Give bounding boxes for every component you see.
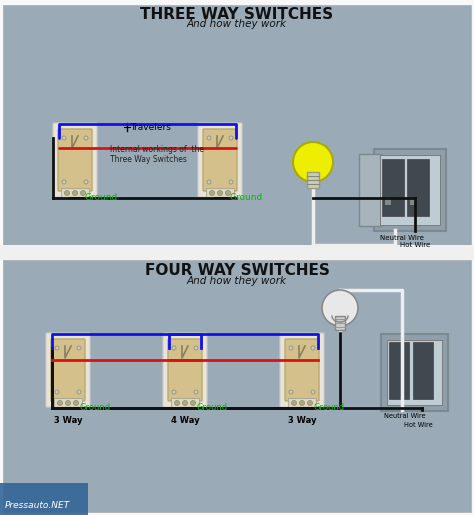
Circle shape xyxy=(311,346,315,350)
FancyBboxPatch shape xyxy=(54,398,82,408)
Text: Internal workings of  the
Three Way Switches: Internal workings of the Three Way Switc… xyxy=(110,145,204,164)
Circle shape xyxy=(172,390,176,394)
Circle shape xyxy=(62,136,66,140)
Circle shape xyxy=(57,401,63,405)
FancyBboxPatch shape xyxy=(51,339,85,401)
Text: And how they work: And how they work xyxy=(187,19,287,29)
FancyBboxPatch shape xyxy=(163,333,207,407)
Circle shape xyxy=(73,401,79,405)
FancyBboxPatch shape xyxy=(3,260,471,512)
Circle shape xyxy=(182,401,188,405)
Text: Ground: Ground xyxy=(314,403,345,413)
Text: FOUR WAY SWITCHES: FOUR WAY SWITCHES xyxy=(145,263,329,278)
FancyBboxPatch shape xyxy=(285,339,319,401)
Circle shape xyxy=(55,390,59,394)
Circle shape xyxy=(84,180,88,184)
FancyBboxPatch shape xyxy=(171,398,199,408)
Text: Ground: Ground xyxy=(85,194,118,202)
FancyBboxPatch shape xyxy=(288,398,316,408)
Circle shape xyxy=(308,401,312,405)
Circle shape xyxy=(81,191,85,196)
FancyBboxPatch shape xyxy=(203,129,237,191)
Circle shape xyxy=(84,136,88,140)
Circle shape xyxy=(194,346,198,350)
Text: Ground: Ground xyxy=(230,194,263,202)
Circle shape xyxy=(322,290,358,326)
Circle shape xyxy=(293,142,333,182)
FancyBboxPatch shape xyxy=(374,149,446,231)
FancyBboxPatch shape xyxy=(407,159,429,216)
Text: Hot Wire: Hot Wire xyxy=(400,242,430,248)
FancyBboxPatch shape xyxy=(359,154,381,226)
Circle shape xyxy=(194,390,198,394)
FancyBboxPatch shape xyxy=(382,159,404,216)
FancyBboxPatch shape xyxy=(381,334,448,411)
Circle shape xyxy=(210,191,215,196)
Circle shape xyxy=(77,390,81,394)
Text: Travelers: Travelers xyxy=(130,123,171,131)
Circle shape xyxy=(292,401,297,405)
FancyBboxPatch shape xyxy=(3,5,471,248)
FancyBboxPatch shape xyxy=(280,333,324,407)
FancyBboxPatch shape xyxy=(413,342,433,399)
Circle shape xyxy=(55,346,59,350)
Circle shape xyxy=(172,346,176,350)
Text: Neutral Wire: Neutral Wire xyxy=(380,235,424,241)
FancyBboxPatch shape xyxy=(46,333,90,407)
Circle shape xyxy=(229,180,233,184)
Text: 3 Way: 3 Way xyxy=(288,416,316,425)
Text: And how they work: And how they work xyxy=(187,276,287,286)
Bar xyxy=(0,245,474,260)
FancyBboxPatch shape xyxy=(53,123,97,197)
Circle shape xyxy=(311,390,315,394)
Circle shape xyxy=(73,191,78,196)
Circle shape xyxy=(229,136,233,140)
Circle shape xyxy=(64,191,70,196)
Circle shape xyxy=(226,191,230,196)
Circle shape xyxy=(62,180,66,184)
Text: Pressauto.NET: Pressauto.NET xyxy=(5,501,70,510)
FancyBboxPatch shape xyxy=(389,342,409,399)
FancyBboxPatch shape xyxy=(335,316,345,330)
Circle shape xyxy=(174,401,180,405)
Circle shape xyxy=(65,401,71,405)
FancyBboxPatch shape xyxy=(307,172,319,188)
FancyBboxPatch shape xyxy=(198,123,242,197)
Circle shape xyxy=(207,180,211,184)
Text: 3 Way: 3 Way xyxy=(54,416,82,425)
Circle shape xyxy=(289,346,293,350)
FancyBboxPatch shape xyxy=(206,188,234,198)
Circle shape xyxy=(300,401,304,405)
Text: Ground: Ground xyxy=(197,403,228,413)
FancyBboxPatch shape xyxy=(410,197,416,205)
FancyBboxPatch shape xyxy=(58,129,92,191)
FancyBboxPatch shape xyxy=(385,197,391,205)
Text: 4 Way: 4 Way xyxy=(171,416,199,425)
Text: Neutral Wire: Neutral Wire xyxy=(384,413,426,419)
Circle shape xyxy=(207,136,211,140)
FancyBboxPatch shape xyxy=(387,340,442,405)
Circle shape xyxy=(191,401,195,405)
FancyBboxPatch shape xyxy=(380,155,440,225)
Circle shape xyxy=(218,191,222,196)
Circle shape xyxy=(289,390,293,394)
Text: Hot Wire: Hot Wire xyxy=(404,422,433,428)
FancyBboxPatch shape xyxy=(61,188,89,198)
FancyBboxPatch shape xyxy=(168,339,202,401)
Text: Ground: Ground xyxy=(80,403,111,413)
Circle shape xyxy=(77,346,81,350)
Text: THREE WAY SWITCHES: THREE WAY SWITCHES xyxy=(140,7,334,22)
